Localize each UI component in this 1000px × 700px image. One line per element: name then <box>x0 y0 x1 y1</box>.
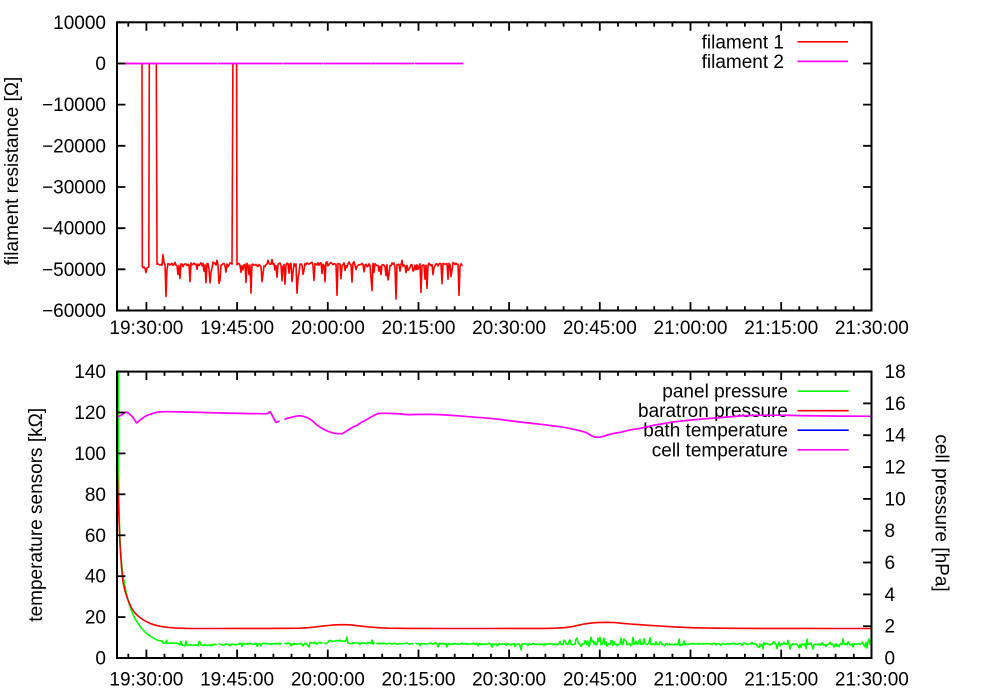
svg-text:40: 40 <box>85 567 106 588</box>
svg-text:16: 16 <box>885 394 906 415</box>
svg-text:100: 100 <box>74 444 106 465</box>
svg-text:21:30:00: 21:30:00 <box>835 318 909 339</box>
svg-text:0: 0 <box>885 649 896 670</box>
svg-text:10000: 10000 <box>53 13 106 34</box>
svg-text:19:30:00: 19:30:00 <box>109 670 183 691</box>
svg-text:−60000: −60000 <box>42 301 106 322</box>
svg-text:21:00:00: 21:00:00 <box>654 318 728 339</box>
svg-text:filament resistance [Ω]: filament resistance [Ω] <box>2 77 23 265</box>
svg-text:8: 8 <box>885 521 896 542</box>
svg-text:−30000: −30000 <box>42 178 106 199</box>
svg-text:20:00:00: 20:00:00 <box>291 670 365 691</box>
svg-text:19:30:00: 19:30:00 <box>109 318 183 339</box>
svg-text:21:30:00: 21:30:00 <box>835 670 909 691</box>
svg-text:0: 0 <box>95 54 106 75</box>
svg-text:bath temperature: bath temperature <box>643 421 788 442</box>
svg-text:12: 12 <box>885 458 906 479</box>
svg-text:20:45:00: 20:45:00 <box>563 318 637 339</box>
svg-text:0: 0 <box>95 649 106 670</box>
svg-text:20:30:00: 20:30:00 <box>472 318 546 339</box>
svg-text:21:15:00: 21:15:00 <box>744 318 818 339</box>
svg-text:cell temperature: cell temperature <box>652 440 788 461</box>
svg-text:filament 2: filament 2 <box>702 52 784 73</box>
svg-text:21:15:00: 21:15:00 <box>744 670 818 691</box>
svg-text:4: 4 <box>885 585 896 606</box>
svg-text:temperature sensors [kΩ]: temperature sensors [kΩ] <box>26 408 47 622</box>
svg-text:20:45:00: 20:45:00 <box>563 670 637 691</box>
svg-text:filament 1: filament 1 <box>702 32 784 53</box>
svg-text:20:15:00: 20:15:00 <box>382 670 456 691</box>
svg-text:14: 14 <box>885 426 907 447</box>
svg-text:10: 10 <box>885 489 906 510</box>
svg-text:140: 140 <box>74 362 106 383</box>
svg-text:19:45:00: 19:45:00 <box>200 670 274 691</box>
svg-text:6: 6 <box>885 553 896 574</box>
svg-text:120: 120 <box>74 403 106 424</box>
svg-text:−40000: −40000 <box>42 219 106 240</box>
svg-text:cell pressure [hPa]: cell pressure [hPa] <box>931 434 952 591</box>
svg-text:baratron pressure: baratron pressure <box>638 401 788 422</box>
svg-text:60: 60 <box>85 526 106 547</box>
svg-text:21:00:00: 21:00:00 <box>654 670 728 691</box>
svg-text:−20000: −20000 <box>42 136 106 157</box>
svg-text:−50000: −50000 <box>42 260 106 281</box>
svg-text:20:30:00: 20:30:00 <box>472 670 546 691</box>
svg-text:80: 80 <box>85 485 106 506</box>
svg-text:20: 20 <box>85 608 106 629</box>
svg-text:panel pressure: panel pressure <box>662 382 788 403</box>
svg-text:19:45:00: 19:45:00 <box>200 318 274 339</box>
svg-text:−10000: −10000 <box>42 95 106 116</box>
svg-text:2: 2 <box>885 617 896 638</box>
svg-text:20:15:00: 20:15:00 <box>382 318 456 339</box>
svg-text:20:00:00: 20:00:00 <box>291 318 365 339</box>
svg-text:18: 18 <box>885 362 906 383</box>
